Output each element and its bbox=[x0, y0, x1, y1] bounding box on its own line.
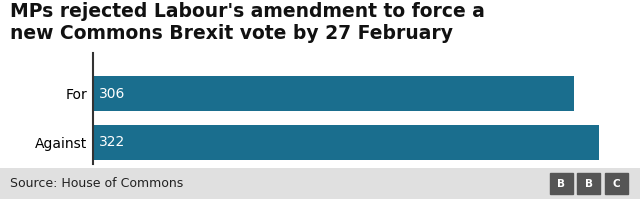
Text: B: B bbox=[557, 179, 565, 189]
FancyBboxPatch shape bbox=[605, 173, 628, 194]
Text: C: C bbox=[612, 179, 620, 189]
Text: MPs rejected Labour's amendment to force a
new Commons Brexit vote by 27 Februar: MPs rejected Labour's amendment to force… bbox=[10, 2, 484, 43]
Bar bbox=[93, 125, 599, 160]
FancyBboxPatch shape bbox=[577, 173, 600, 194]
Text: B: B bbox=[585, 179, 593, 189]
Text: 322: 322 bbox=[99, 135, 125, 149]
Text: 306: 306 bbox=[99, 87, 125, 101]
FancyBboxPatch shape bbox=[550, 173, 573, 194]
Text: Source: House of Commons: Source: House of Commons bbox=[10, 177, 183, 190]
Bar bbox=[93, 76, 574, 111]
